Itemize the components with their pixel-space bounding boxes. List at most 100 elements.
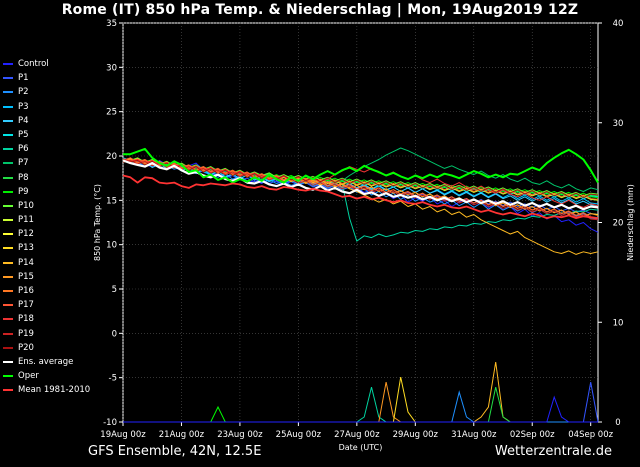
x-tick-label: 27Aug 00z (334, 430, 380, 440)
x-tick-label: 29Aug 00z (393, 430, 439, 440)
legend-swatch (3, 176, 13, 179)
x-tick-label: 25Aug 00z (276, 430, 322, 440)
y-tick-label: 30 (106, 63, 117, 73)
precip-line (123, 362, 598, 423)
legend-label: P12 (18, 229, 34, 240)
legend-item: P19 (2, 327, 92, 341)
precip-line (123, 381, 598, 423)
footer-brand: Wetterzentrale.de (494, 444, 612, 459)
precip-line (123, 390, 598, 423)
legend-label: P11 (18, 215, 34, 226)
chart-title: Rome (IT) 850 hPa Temp. & Niederschlag |… (61, 2, 579, 18)
legend-swatch (3, 275, 13, 278)
legend-item: P17 (2, 298, 92, 312)
legend-item: P18 (2, 312, 92, 326)
legend-item: P3 (2, 100, 92, 114)
legend-item: P5 (2, 128, 92, 142)
y-tick-label: 15 (106, 196, 117, 206)
legend-item: P13 (2, 241, 92, 255)
series-line (122, 159, 599, 199)
precip-line (123, 376, 598, 423)
legend-item: P11 (2, 213, 92, 227)
legend-item: P8 (2, 171, 92, 185)
legend-label: P4 (18, 115, 29, 126)
y-right-axis-label: Niederschlag (mm) (626, 184, 635, 261)
legend-item: Oper (2, 369, 92, 383)
y-right-tick-label: 20 (613, 219, 624, 229)
legend-item: P10 (2, 199, 92, 213)
legend-swatch (3, 190, 13, 193)
y-right-tick-label: 0 (615, 418, 620, 428)
legend-label: Oper (18, 371, 39, 382)
legend-swatch (3, 204, 13, 207)
legend-item: P6 (2, 142, 92, 156)
legend-label: P14 (18, 257, 34, 268)
legend-label: P18 (18, 314, 34, 325)
legend-swatch (3, 148, 13, 151)
plot-frame (122, 22, 599, 423)
legend-label: P6 (18, 144, 29, 155)
legend-swatch (3, 247, 13, 250)
y-right-tick-label: 10 (613, 318, 624, 328)
x-tick-label: 02Sep 00z (510, 430, 555, 440)
footer-source: GFS Ensemble, 42N, 12.5E (88, 444, 262, 459)
x-tick-label: 21Aug 00z (159, 430, 205, 440)
legend-item: P14 (2, 256, 92, 270)
legend-item: P9 (2, 185, 92, 199)
precip-line (123, 382, 599, 423)
x-tick-label: 19Aug 00z (100, 430, 146, 440)
legend-label: P20 (18, 342, 34, 353)
legend: Control P1 P2 P3 P4 P5 P6 P7 P8 P9 P10 P11 P12 P13 P14… (2, 57, 92, 398)
series-line (123, 147, 599, 184)
legend-item: P1 (2, 71, 92, 85)
legend-swatch (3, 119, 13, 122)
legend-item: P4 (2, 114, 92, 128)
y-tick-label: 0 (112, 329, 117, 339)
legend-item: P16 (2, 284, 92, 298)
legend-label: P2 (18, 87, 29, 98)
legend-swatch (3, 360, 13, 363)
legend-label: P1 (18, 73, 29, 84)
legend-item: P7 (2, 156, 92, 170)
series-line (122, 159, 599, 255)
legend-label: P17 (18, 300, 34, 311)
legend-item: P15 (2, 270, 92, 284)
legend-swatch (3, 105, 13, 108)
legend-label: P3 (18, 101, 29, 112)
legend-label: P10 (18, 200, 34, 211)
legend-label: Ens. average (18, 356, 74, 367)
legend-item: Mean 1981-2010 (2, 383, 92, 397)
legend-swatch (3, 162, 13, 165)
y-tick-label: 20 (106, 152, 117, 162)
legend-label: Mean 1981-2010 (18, 385, 91, 396)
y-right-tick-label: 30 (613, 119, 624, 129)
legend-label: P5 (18, 129, 29, 140)
legend-swatch (3, 219, 13, 222)
legend-label: P7 (18, 158, 29, 169)
series-line (122, 159, 599, 200)
y-tick-label: 10 (106, 241, 117, 251)
legend-swatch (3, 346, 13, 349)
legend-swatch (3, 375, 13, 378)
legend-item: P20 (2, 341, 92, 355)
y-axis-label: 850 hPa Temp. (°C) (93, 184, 102, 261)
legend-swatch (3, 77, 13, 80)
legend-swatch (3, 63, 13, 65)
x-axis-label: Date (UTC) (339, 443, 383, 452)
legend-label: P8 (18, 172, 29, 183)
legend-label: P15 (18, 271, 34, 282)
legend-swatch (3, 133, 13, 136)
legend-swatch (3, 91, 13, 94)
precip-line (123, 386, 598, 423)
legend-item: P2 (2, 85, 92, 99)
y-tick-label: 35 (106, 19, 117, 29)
y-tick-label: 25 (106, 108, 117, 118)
x-tick-label: 23Aug 00z (217, 430, 263, 440)
y-right-tick-label: 40 (613, 19, 624, 29)
y-tick-label: 5 (112, 285, 117, 295)
y-tick-label: -10 (103, 418, 117, 428)
legend-swatch (3, 290, 13, 292)
legend-swatch (3, 318, 13, 321)
legend-swatch (3, 233, 13, 236)
